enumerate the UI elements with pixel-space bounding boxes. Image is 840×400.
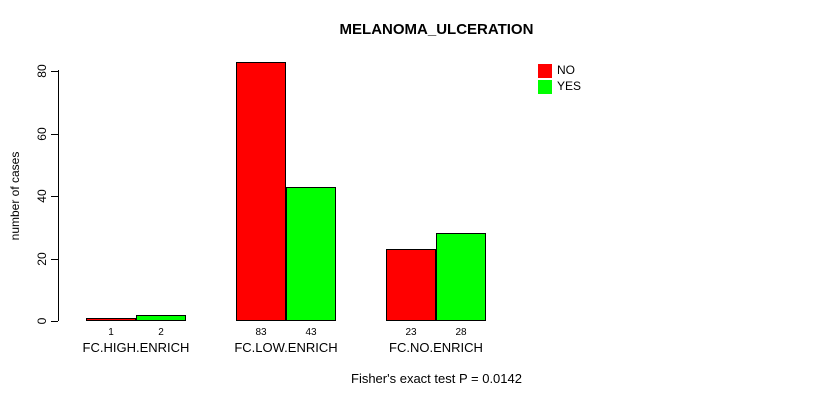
bar-yes-group1 (136, 315, 186, 321)
bar-value-label: 1 (108, 327, 114, 338)
bar-yes-group3 (436, 233, 486, 321)
y-axis-title: number of cases (8, 151, 22, 241)
x-axis-category-label: FC.NO.ENRICH (389, 340, 483, 355)
bar-no-group2 (236, 62, 286, 321)
bar-value-label: 43 (305, 327, 317, 338)
legend-item-yes: YES (538, 79, 581, 94)
legend-swatch-no (538, 63, 552, 78)
bar-value-label: 28 (455, 327, 467, 338)
y-tick-label: 80 (35, 64, 49, 78)
y-tick-mark (51, 259, 58, 260)
bar-no-group3 (386, 249, 436, 321)
y-tick-mark (51, 134, 58, 135)
legend-swatch-yes (538, 79, 552, 94)
bar-value-label: 23 (405, 327, 417, 338)
legend-label-yes: YES (557, 79, 582, 93)
legend: NO YES (538, 63, 581, 94)
chart-title: MELANOMA_ULCERATION (339, 21, 534, 38)
statistical-test-annotation: Fisher's exact test P = 0.0142 (351, 371, 522, 386)
bar-yes-group2 (286, 187, 336, 321)
bar-value-label: 2 (158, 327, 164, 338)
x-axis-category-label: FC.HIGH.ENRICH (82, 340, 190, 355)
legend-item-no: NO (538, 63, 581, 78)
y-axis-line (58, 70, 59, 321)
x-axis-category-label: FC.LOW.ENRICH (234, 340, 338, 355)
legend-label-no: NO (557, 63, 575, 77)
bar-no-group1 (86, 318, 136, 321)
y-tick-mark (51, 196, 58, 197)
bar-value-label: 83 (255, 327, 267, 338)
y-tick-mark (51, 321, 58, 322)
y-tick-mark (51, 71, 58, 72)
